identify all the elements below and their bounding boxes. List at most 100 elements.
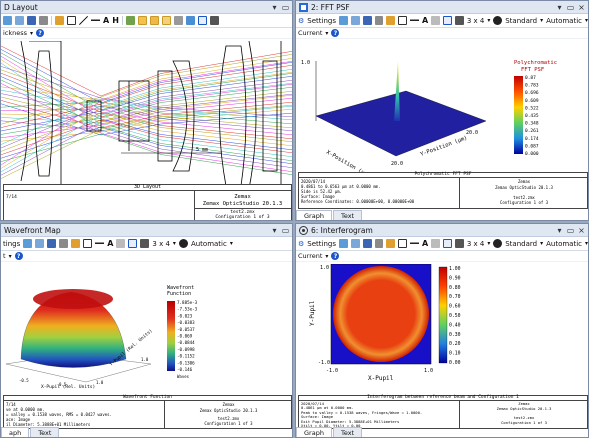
fft-psf-titlebar[interactable]: 2: FFT PSF ▾ ▭ × bbox=[296, 1, 588, 14]
line-arrow-icon[interactable] bbox=[79, 16, 88, 25]
camera-icon[interactable] bbox=[455, 16, 464, 25]
dropdown-arrow-icon[interactable]: ▾ bbox=[229, 240, 233, 247]
minimize-icon[interactable]: ▾ bbox=[272, 2, 277, 12]
dropdown-arrow-icon[interactable]: ▾ bbox=[325, 252, 329, 260]
dropdown-arrow-icon[interactable]: ▾ bbox=[540, 240, 544, 247]
help-icon[interactable]: ? bbox=[331, 29, 340, 37]
clock-icon[interactable] bbox=[493, 16, 503, 25]
print-icon[interactable] bbox=[374, 239, 384, 248]
pencil-icon[interactable] bbox=[71, 239, 81, 248]
zoom-icon[interactable] bbox=[173, 16, 183, 25]
dropdown-arrow-icon[interactable]: ▾ bbox=[325, 29, 329, 37]
refresh-icon[interactable] bbox=[3, 16, 12, 25]
print-icon[interactable] bbox=[39, 16, 48, 25]
settings-gear-icon[interactable]: ⚙ bbox=[298, 16, 305, 25]
current-config-label[interactable]: Current bbox=[298, 29, 323, 37]
lock-icon[interactable] bbox=[116, 239, 126, 248]
standard-dropdown[interactable]: Standard bbox=[505, 239, 538, 248]
help-icon[interactable]: ? bbox=[14, 252, 23, 260]
pencil-icon[interactable] bbox=[386, 239, 396, 248]
settings-button[interactable]: Settings bbox=[307, 16, 336, 25]
lock-icon[interactable] bbox=[431, 239, 441, 248]
save-icon[interactable] bbox=[362, 16, 372, 25]
copy-icon[interactable] bbox=[350, 239, 360, 248]
rectangle-icon[interactable] bbox=[67, 16, 76, 25]
help-icon[interactable]: ? bbox=[331, 252, 340, 260]
dropdown-arrow-icon[interactable]: ▾ bbox=[8, 252, 12, 260]
automatic-dropdown[interactable]: Automatic bbox=[546, 16, 583, 25]
save-icon[interactable] bbox=[27, 16, 36, 25]
layout-titlebar[interactable]: D Layout ▾ ▭ bbox=[1, 1, 292, 14]
grid-layout-button[interactable]: 3 x 4 bbox=[466, 239, 485, 248]
settings-button[interactable]: Settings bbox=[307, 239, 336, 248]
text-tool-icon[interactable]: A bbox=[103, 16, 110, 25]
grid-layout-button[interactable]: 3 x 4 bbox=[466, 16, 485, 25]
text-tool-icon[interactable]: A bbox=[107, 239, 114, 248]
lock-icon[interactable] bbox=[431, 16, 441, 25]
print-icon[interactable] bbox=[374, 16, 384, 25]
restore-icon[interactable]: ▭ bbox=[566, 2, 575, 12]
copy-icon[interactable] bbox=[350, 16, 360, 25]
close-icon[interactable]: × bbox=[578, 2, 585, 12]
camera-icon[interactable] bbox=[140, 239, 150, 248]
settings-gear-icon[interactable]: ⚙ bbox=[298, 239, 305, 248]
minimize-icon[interactable]: ▾ bbox=[557, 225, 562, 235]
grid-layout-button[interactable]: 3 x 4 bbox=[152, 239, 170, 248]
dropdown-arrow-icon[interactable]: ▾ bbox=[487, 17, 491, 24]
tab-text[interactable]: Text bbox=[332, 210, 363, 220]
clock-icon[interactable] bbox=[493, 239, 503, 248]
standard-dropdown[interactable]: Standard bbox=[505, 16, 538, 25]
tab-graph[interactable]: Graph bbox=[296, 210, 332, 220]
interferogram-titlebar[interactable]: 6: Interferogram ▾ ▭ × bbox=[296, 224, 588, 237]
restore-icon[interactable]: ▭ bbox=[281, 225, 290, 235]
pencil-icon[interactable] bbox=[386, 16, 396, 25]
automatic-dropdown[interactable]: Automatic bbox=[546, 239, 583, 248]
dimension-icon[interactable]: H bbox=[112, 16, 119, 25]
current-config-label[interactable]: Current bbox=[298, 252, 323, 260]
tab-text[interactable]: Text bbox=[332, 427, 363, 437]
tab-graph[interactable]: aph bbox=[1, 427, 30, 437]
rectangle-icon[interactable] bbox=[83, 239, 93, 248]
dropdown-arrow-icon[interactable]: ▾ bbox=[540, 17, 544, 24]
dropdown-arrow-icon[interactable]: ▾ bbox=[172, 240, 176, 247]
move-icon[interactable] bbox=[161, 16, 171, 25]
thickness-label[interactable]: ickness bbox=[3, 29, 28, 37]
print-icon[interactable] bbox=[59, 239, 69, 248]
pan-icon[interactable] bbox=[137, 16, 147, 25]
text-tool-icon[interactable]: A bbox=[422, 239, 429, 248]
rectangle-icon[interactable] bbox=[398, 16, 408, 25]
fit-icon[interactable] bbox=[197, 16, 207, 25]
minimize-icon[interactable]: ▾ bbox=[272, 225, 277, 235]
rotate-3d-icon[interactable] bbox=[149, 16, 159, 25]
settings-button[interactable]: tings bbox=[3, 239, 21, 248]
dropdown-arrow-icon[interactable]: ▾ bbox=[585, 240, 589, 247]
restore-icon[interactable]: ▭ bbox=[566, 225, 575, 235]
current-config-label[interactable]: t bbox=[3, 252, 6, 260]
fit-icon[interactable] bbox=[443, 239, 452, 248]
copy-icon[interactable] bbox=[35, 239, 45, 248]
dropdown-arrow-icon[interactable]: ▾ bbox=[487, 240, 491, 247]
camera-icon[interactable] bbox=[455, 239, 464, 248]
help-icon[interactable]: ? bbox=[36, 29, 45, 37]
text-tool-icon[interactable]: A bbox=[422, 16, 429, 25]
tab-text[interactable]: Text bbox=[30, 427, 60, 437]
wavefront-titlebar[interactable]: Wavefront Map ▾ ▭ bbox=[1, 224, 292, 237]
restore-icon[interactable]: ▭ bbox=[281, 2, 290, 12]
image-icon[interactable] bbox=[185, 16, 195, 25]
minimize-icon[interactable]: ▾ bbox=[557, 2, 562, 12]
save-icon[interactable] bbox=[362, 239, 372, 248]
line-icon[interactable] bbox=[95, 239, 105, 248]
refresh-icon[interactable] bbox=[339, 16, 348, 25]
fit-icon[interactable] bbox=[128, 239, 138, 248]
clock-icon[interactable] bbox=[178, 239, 188, 248]
line-icon[interactable] bbox=[91, 16, 100, 25]
refresh-icon[interactable] bbox=[23, 239, 33, 248]
close-icon[interactable]: × bbox=[578, 225, 585, 235]
line-icon[interactable] bbox=[410, 239, 420, 248]
line-icon[interactable] bbox=[410, 16, 420, 25]
pencil-icon[interactable] bbox=[55, 16, 64, 25]
rectangle-icon[interactable] bbox=[398, 239, 408, 248]
automatic-dropdown[interactable]: Automatic bbox=[190, 239, 227, 248]
dropdown-arrow-icon[interactable]: ▾ bbox=[30, 29, 34, 37]
refresh-icon[interactable] bbox=[339, 239, 348, 248]
